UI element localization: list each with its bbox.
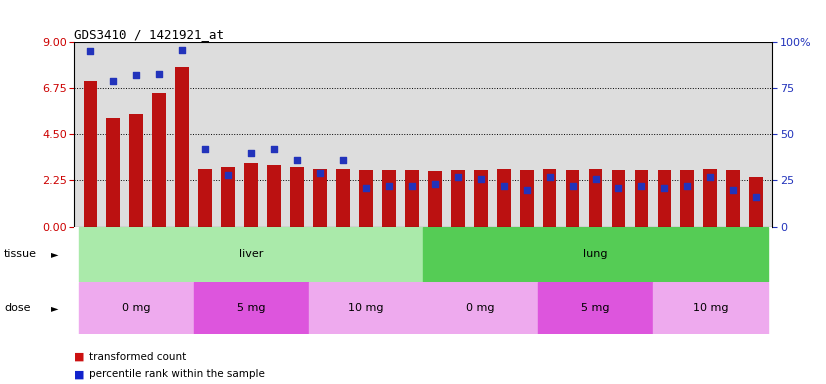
Point	[268, 146, 281, 152]
Bar	[681, 170, 694, 227]
Point	[176, 46, 189, 53]
Bar	[382, 170, 396, 227]
Bar	[424, 227, 767, 282]
Text: ►: ►	[51, 249, 59, 260]
Point	[244, 150, 258, 156]
Bar	[611, 170, 625, 227]
Bar	[198, 169, 212, 227]
Point	[107, 78, 120, 84]
Bar	[520, 170, 534, 227]
Point	[153, 71, 166, 77]
Bar	[657, 170, 672, 227]
Point	[406, 183, 419, 189]
Text: GDS3410 / 1421921_at: GDS3410 / 1421921_at	[74, 28, 225, 41]
Bar	[451, 170, 465, 227]
Bar	[79, 227, 423, 282]
Bar	[194, 282, 309, 334]
Bar	[130, 114, 143, 227]
Point	[428, 181, 441, 187]
Text: 10 mg: 10 mg	[349, 303, 383, 313]
Point	[83, 48, 97, 55]
Bar	[428, 171, 442, 227]
Bar	[749, 177, 763, 227]
Point	[589, 175, 602, 182]
Text: liver: liver	[239, 249, 263, 260]
Bar	[290, 167, 304, 227]
Text: transformed count: transformed count	[89, 352, 187, 362]
Point	[198, 146, 211, 152]
Point	[612, 185, 625, 191]
Point	[382, 183, 396, 189]
Bar	[309, 282, 423, 334]
Point	[657, 185, 671, 191]
Bar	[79, 282, 194, 334]
Text: dose: dose	[4, 303, 31, 313]
Text: ■: ■	[74, 352, 85, 362]
Text: lung: lung	[583, 249, 608, 260]
Bar	[496, 169, 510, 227]
Text: 5 mg: 5 mg	[237, 303, 265, 313]
Point	[543, 174, 556, 180]
Text: 0 mg: 0 mg	[467, 303, 495, 313]
Point	[291, 157, 304, 163]
Text: 10 mg: 10 mg	[692, 303, 728, 313]
Point	[474, 175, 487, 182]
Bar	[704, 169, 717, 227]
Text: ■: ■	[74, 369, 85, 379]
Point	[497, 183, 510, 189]
Bar	[313, 169, 327, 227]
Bar	[543, 169, 557, 227]
Bar	[566, 170, 580, 227]
Point	[221, 172, 235, 178]
Text: tissue: tissue	[4, 249, 37, 260]
Bar	[267, 165, 281, 227]
Point	[130, 72, 143, 78]
Text: percentile rank within the sample: percentile rank within the sample	[89, 369, 265, 379]
Point	[336, 157, 349, 163]
Text: ►: ►	[51, 303, 59, 313]
Point	[359, 185, 373, 191]
Point	[313, 170, 326, 176]
Point	[704, 174, 717, 180]
Bar	[83, 81, 97, 227]
Bar	[244, 163, 258, 227]
Bar	[359, 170, 373, 227]
Bar	[634, 170, 648, 227]
Bar	[538, 282, 653, 334]
Bar	[424, 282, 538, 334]
Bar	[653, 282, 767, 334]
Point	[727, 187, 740, 193]
Text: 0 mg: 0 mg	[122, 303, 150, 313]
Point	[681, 183, 694, 189]
Point	[520, 187, 534, 193]
Bar	[175, 67, 189, 227]
Bar	[589, 169, 602, 227]
Bar	[336, 169, 350, 227]
Point	[635, 183, 648, 189]
Bar	[221, 167, 235, 227]
Text: 5 mg: 5 mg	[582, 303, 610, 313]
Bar	[474, 170, 487, 227]
Bar	[405, 170, 419, 227]
Bar	[726, 170, 740, 227]
Point	[451, 174, 464, 180]
Bar	[153, 93, 166, 227]
Bar	[107, 118, 121, 227]
Point	[566, 183, 579, 189]
Point	[750, 194, 763, 200]
